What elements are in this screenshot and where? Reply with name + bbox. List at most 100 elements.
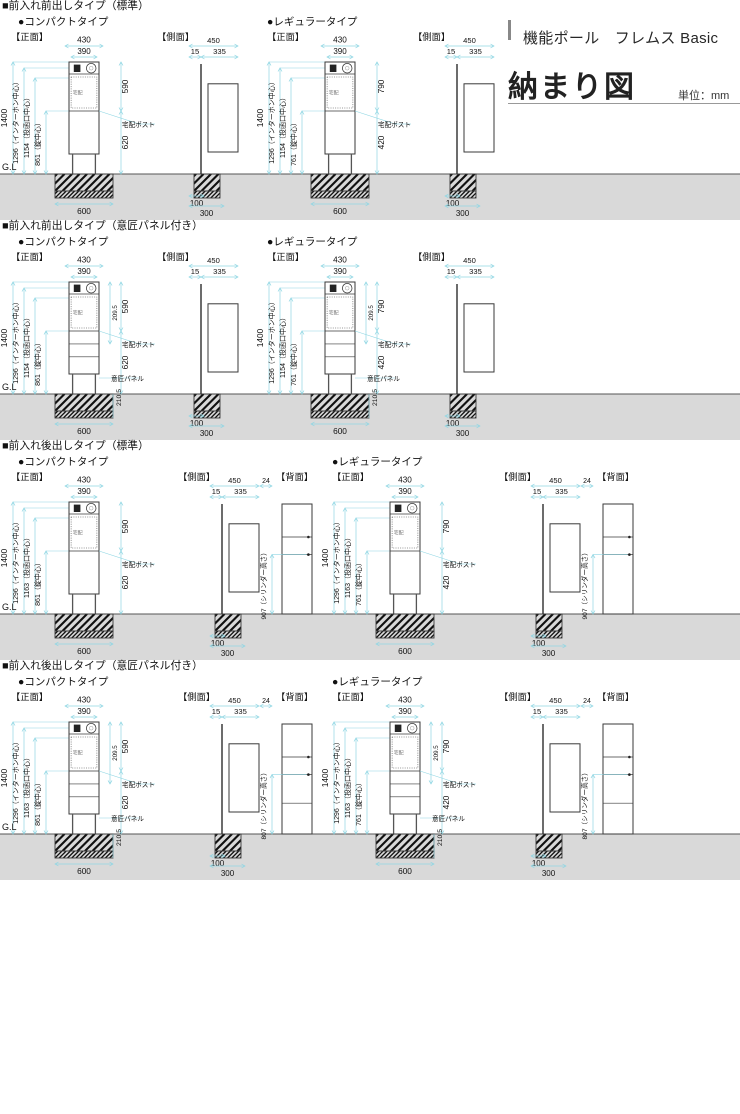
svg-text:390: 390 — [77, 487, 91, 496]
svg-text:600: 600 — [77, 646, 91, 656]
svg-text:590: 590 — [120, 79, 130, 93]
svg-text:【正面】: 【正面】 — [11, 692, 48, 702]
svg-text:1296（インターホン中心）: 1296（インターホン中心） — [267, 298, 276, 384]
svg-text:1296（インターホン中心）: 1296（インターホン中心） — [267, 78, 276, 164]
svg-text:300: 300 — [221, 649, 235, 658]
svg-text:100: 100 — [446, 199, 460, 208]
svg-text:100: 100 — [211, 859, 225, 868]
svg-text:意匠パネル: 意匠パネル — [367, 374, 400, 383]
svg-text:430: 430 — [77, 36, 91, 45]
svg-text:15: 15 — [447, 47, 455, 56]
svg-text:300: 300 — [200, 429, 214, 438]
svg-text:G.L: G.L — [2, 382, 17, 392]
svg-text:1163（投函口中心）: 1163（投函口中心） — [343, 534, 352, 598]
svg-text:450: 450 — [463, 36, 476, 45]
svg-text:390: 390 — [77, 47, 91, 56]
svg-text:390: 390 — [77, 707, 91, 716]
svg-text:●コンパクトタイプ: ●コンパクトタイプ — [18, 236, 109, 248]
svg-text:600: 600 — [77, 866, 91, 876]
svg-text:宅配: 宅配 — [329, 310, 339, 317]
svg-text:【正面】: 【正面】 — [332, 472, 369, 482]
svg-text:1154（投函口中心）: 1154（投函口中心） — [278, 94, 287, 158]
svg-text:1154（投函口中心）: 1154（投函口中心） — [278, 314, 287, 378]
svg-text:600: 600 — [77, 206, 91, 216]
svg-text:209.5: 209.5 — [433, 745, 440, 761]
svg-text:590: 590 — [120, 739, 130, 753]
svg-text:●レギュラータイプ: ●レギュラータイプ — [267, 236, 358, 248]
svg-text:宅配: 宅配 — [394, 750, 404, 757]
svg-text:790: 790 — [376, 299, 386, 313]
svg-text:24: 24 — [583, 698, 591, 705]
svg-text:●レギュラータイプ: ●レギュラータイプ — [267, 16, 358, 28]
svg-text:335: 335 — [469, 47, 482, 56]
svg-text:【側面】: 【側面】 — [499, 471, 536, 482]
svg-text:【側面】: 【側面】 — [157, 251, 194, 262]
svg-text:430: 430 — [398, 696, 412, 705]
svg-text:15: 15 — [191, 47, 199, 56]
svg-text:G.L: G.L — [2, 822, 17, 832]
svg-text:335: 335 — [213, 267, 226, 276]
svg-text:宅配ポスト: 宅配ポスト — [443, 780, 476, 789]
svg-text:15: 15 — [533, 707, 541, 716]
svg-text:■前入れ後出しタイプ（意匠パネル付き）: ■前入れ後出しタイプ（意匠パネル付き） — [2, 658, 203, 672]
svg-text:210.5: 210.5 — [116, 389, 123, 406]
svg-text:100: 100 — [532, 639, 546, 648]
svg-text:430: 430 — [77, 476, 91, 485]
svg-text:420: 420 — [441, 795, 451, 809]
svg-text:209.5: 209.5 — [368, 305, 375, 321]
svg-text:24: 24 — [583, 478, 591, 485]
svg-text:宅配: 宅配 — [394, 530, 404, 537]
svg-text:1296（インターホン中心）: 1296（インターホン中心） — [11, 738, 20, 824]
svg-text:907（シリンダー高さ）: 907（シリンダー高さ） — [580, 549, 589, 619]
svg-text:620: 620 — [120, 575, 130, 589]
svg-text:450: 450 — [228, 696, 241, 705]
svg-text:宅配: 宅配 — [73, 90, 83, 97]
svg-text:●コンパクトタイプ: ●コンパクトタイプ — [18, 16, 109, 28]
svg-text:100: 100 — [446, 419, 460, 428]
svg-text:300: 300 — [456, 209, 470, 218]
svg-text:790: 790 — [441, 739, 451, 753]
svg-text:【側面】: 【側面】 — [413, 31, 450, 42]
svg-text:【背面】: 【背面】 — [597, 471, 634, 482]
svg-text:450: 450 — [207, 36, 220, 45]
svg-text:335: 335 — [555, 707, 568, 716]
svg-text:861（錠中心）: 861（錠中心） — [33, 119, 42, 166]
svg-text:1400: 1400 — [255, 328, 265, 347]
svg-text:●コンパクトタイプ: ●コンパクトタイプ — [18, 676, 109, 688]
svg-text:1163（投函口中心）: 1163（投函口中心） — [22, 534, 31, 598]
svg-text:100: 100 — [190, 199, 204, 208]
svg-text:宅配ポスト: 宅配ポスト — [122, 560, 155, 569]
svg-text:1163（投函口中心）: 1163（投函口中心） — [343, 754, 352, 818]
svg-text:意匠パネル: 意匠パネル — [111, 814, 144, 823]
svg-text:15: 15 — [212, 487, 220, 496]
svg-text:761（錠中心）: 761（錠中心） — [354, 779, 363, 826]
svg-text:620: 620 — [120, 355, 130, 369]
svg-text:1400: 1400 — [0, 328, 9, 347]
svg-text:807（シリンダー高さ）: 807（シリンダー高さ） — [580, 769, 589, 839]
svg-text:1154（投函口中心）: 1154（投函口中心） — [22, 94, 31, 158]
svg-text:600: 600 — [398, 646, 412, 656]
svg-text:1296（インターホン中心）: 1296（インターホン中心） — [332, 738, 341, 824]
svg-text:100: 100 — [190, 419, 204, 428]
svg-text:390: 390 — [333, 47, 347, 56]
svg-text:390: 390 — [333, 267, 347, 276]
svg-text:宅配: 宅配 — [73, 750, 83, 757]
svg-text:430: 430 — [77, 256, 91, 265]
svg-text:宅配ポスト: 宅配ポスト — [378, 120, 411, 129]
svg-text:■前入れ前出しタイプ（標準）: ■前入れ前出しタイプ（標準） — [2, 0, 149, 12]
svg-text:●コンパクトタイプ: ●コンパクトタイプ — [18, 456, 109, 468]
svg-text:335: 335 — [469, 267, 482, 276]
svg-text:宅配ポスト: 宅配ポスト — [443, 560, 476, 569]
svg-text:209.5: 209.5 — [112, 745, 119, 761]
svg-text:G.L: G.L — [2, 162, 17, 172]
svg-text:590: 590 — [120, 519, 130, 533]
svg-text:590: 590 — [120, 299, 130, 313]
svg-text:【背面】: 【背面】 — [276, 471, 313, 482]
svg-text:24: 24 — [262, 698, 270, 705]
svg-text:620: 620 — [120, 795, 130, 809]
svg-text:■前入れ前出しタイプ（意匠パネル付き）: ■前入れ前出しタイプ（意匠パネル付き） — [2, 218, 203, 232]
svg-text:1296（インターホン中心）: 1296（インターホン中心） — [11, 78, 20, 164]
svg-text:【側面】: 【側面】 — [499, 691, 536, 702]
svg-text:24: 24 — [262, 478, 270, 485]
svg-text:宅配ポスト: 宅配ポスト — [122, 780, 155, 789]
